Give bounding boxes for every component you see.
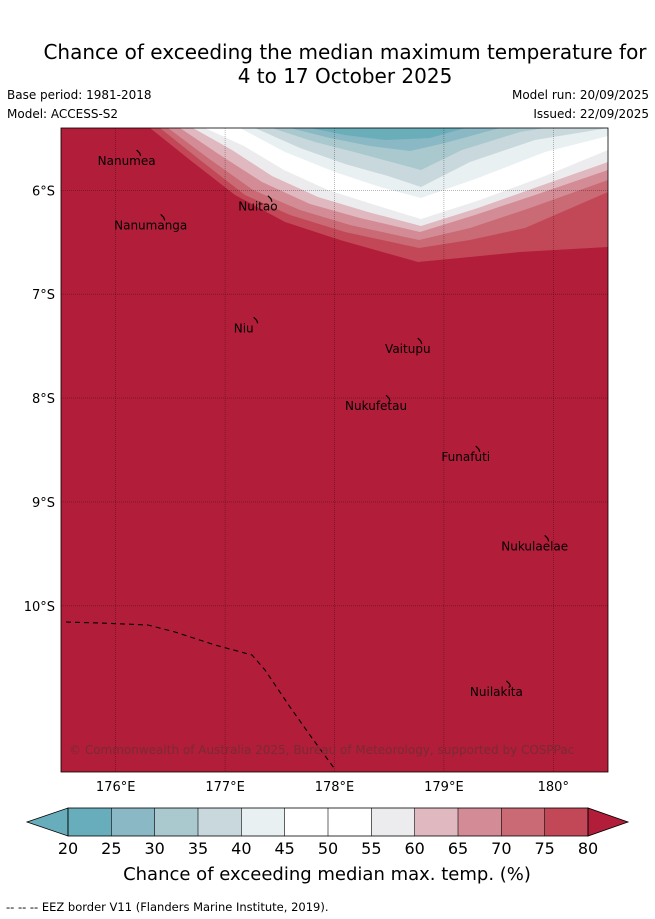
lon-tick-label: 176°E	[96, 780, 136, 795]
colorbar-low-extend	[25, 807, 69, 837]
island-label: Niu	[234, 321, 254, 335]
island-label: Nukulaelae	[501, 539, 568, 553]
colorbar-high-extend	[587, 807, 630, 837]
colorbar-tick-label: 70	[491, 839, 511, 858]
colorbar-tick-label: 25	[101, 839, 121, 858]
colorbar-swatch	[68, 808, 112, 836]
colorbar-swatch	[501, 808, 545, 836]
colorbar-tick-label: 50	[318, 839, 338, 858]
island-shape	[160, 214, 166, 221]
lon-tick-label: 177°E	[205, 780, 245, 795]
lat-tick-label: 9°S	[32, 496, 55, 511]
colorbar-tick-label: 45	[274, 839, 294, 858]
lat-tick-label: 6°S	[32, 184, 55, 199]
title-line-1: Chance of exceeding the median maximum t…	[43, 40, 647, 64]
colorbar-swatch	[154, 808, 198, 836]
model-run: Model run: 20/09/2025	[511, 88, 649, 102]
island-label: Nukufetau	[345, 399, 407, 413]
island-shape	[253, 316, 259, 324]
colorbar-tick-label: 75	[534, 839, 554, 858]
colorbar-swatch	[241, 808, 285, 836]
colorbar-swatch	[371, 808, 415, 836]
contour-20	[61, 128, 465, 140]
axis-labels: 176°E 177°E 178°E 179°E 180° 6°S 7°S 8°S 9°S 10°S	[24, 184, 569, 795]
colorbar-tick-label: 65	[448, 839, 468, 858]
island-shape	[475, 445, 481, 453]
island-label: Nuilakita	[470, 685, 523, 699]
lat-tick-label: 8°S	[32, 392, 55, 407]
colorbar-swatch	[328, 808, 372, 836]
colorbar-swatch	[458, 808, 502, 836]
base-period: Base period: 1981-2018	[7, 88, 152, 102]
lat-tick-label: 7°S	[32, 288, 55, 303]
island-label: Vaitupu	[385, 342, 431, 356]
lon-tick-label: 179°E	[424, 780, 464, 795]
island-label: Nanumanga	[114, 218, 187, 232]
lon-tick-label: 178°E	[315, 780, 355, 795]
colorbar-tick-label: 35	[188, 839, 208, 858]
island-labels: Nanumea Nuitao Nanumanga Niu Vaitupu Nukufeta…	[98, 149, 568, 699]
copyright-notice: © Commonwealth of Australia 2025, Bureau…	[69, 743, 574, 757]
graticule	[61, 128, 608, 772]
eez-footnote: -- -- -- EEZ border V11 (Flanders Marine…	[6, 900, 329, 914]
colorbar-swatch	[111, 808, 155, 836]
colorbar-swatch	[414, 808, 458, 836]
island-shape	[505, 680, 511, 688]
island-shape	[544, 534, 550, 542]
island-shape	[136, 149, 142, 157]
probability-contours: Nanumea Nuitao Nanumanga Niu Vaitupu Nukufeta…	[61, 128, 608, 772]
colorbar-swatch	[198, 808, 242, 836]
colorbar-frame	[67, 807, 589, 837]
island-shape	[417, 337, 423, 345]
forecast-map: Nanumea Nuitao Nanumanga Niu Vaitupu Nukufeta…	[24, 127, 630, 885]
island-label: Nuitao	[238, 200, 277, 214]
colorbar-swatch	[284, 808, 328, 836]
island-shape	[385, 394, 391, 402]
colorbar-tick-label: 20	[58, 839, 78, 858]
colorbar-label: Chance of exceeding median max. temp. (%…	[123, 864, 531, 885]
title-line-2: 4 to 17 October 2025	[237, 64, 453, 88]
colorbar-swatch	[544, 808, 588, 836]
island-label: Nanumea	[98, 154, 156, 168]
island-shape	[267, 195, 273, 202]
colorbar: 20 25 30 35 40 45 50 55 60 65 70 75 80	[25, 807, 630, 858]
island-label: Funafuti	[441, 450, 490, 464]
issued-date: Issued: 22/09/2025	[533, 107, 649, 121]
colorbar-tick-label: 55	[361, 839, 381, 858]
map-frame	[60, 127, 609, 773]
lat-tick-label: 10°S	[24, 600, 55, 615]
colorbar-tick-label: 30	[144, 839, 164, 858]
colorbar-tick-label: 40	[231, 839, 251, 858]
colorbar-tick-label: 80	[578, 839, 598, 858]
map-title: Chance of exceeding the median maximum t…	[0, 40, 655, 88]
lon-tick-label: 180°	[538, 780, 569, 795]
eez-border	[65, 621, 335, 769]
model-name: Model: ACCESS-S2	[7, 107, 119, 121]
colorbar-tick-label: 60	[404, 839, 424, 858]
